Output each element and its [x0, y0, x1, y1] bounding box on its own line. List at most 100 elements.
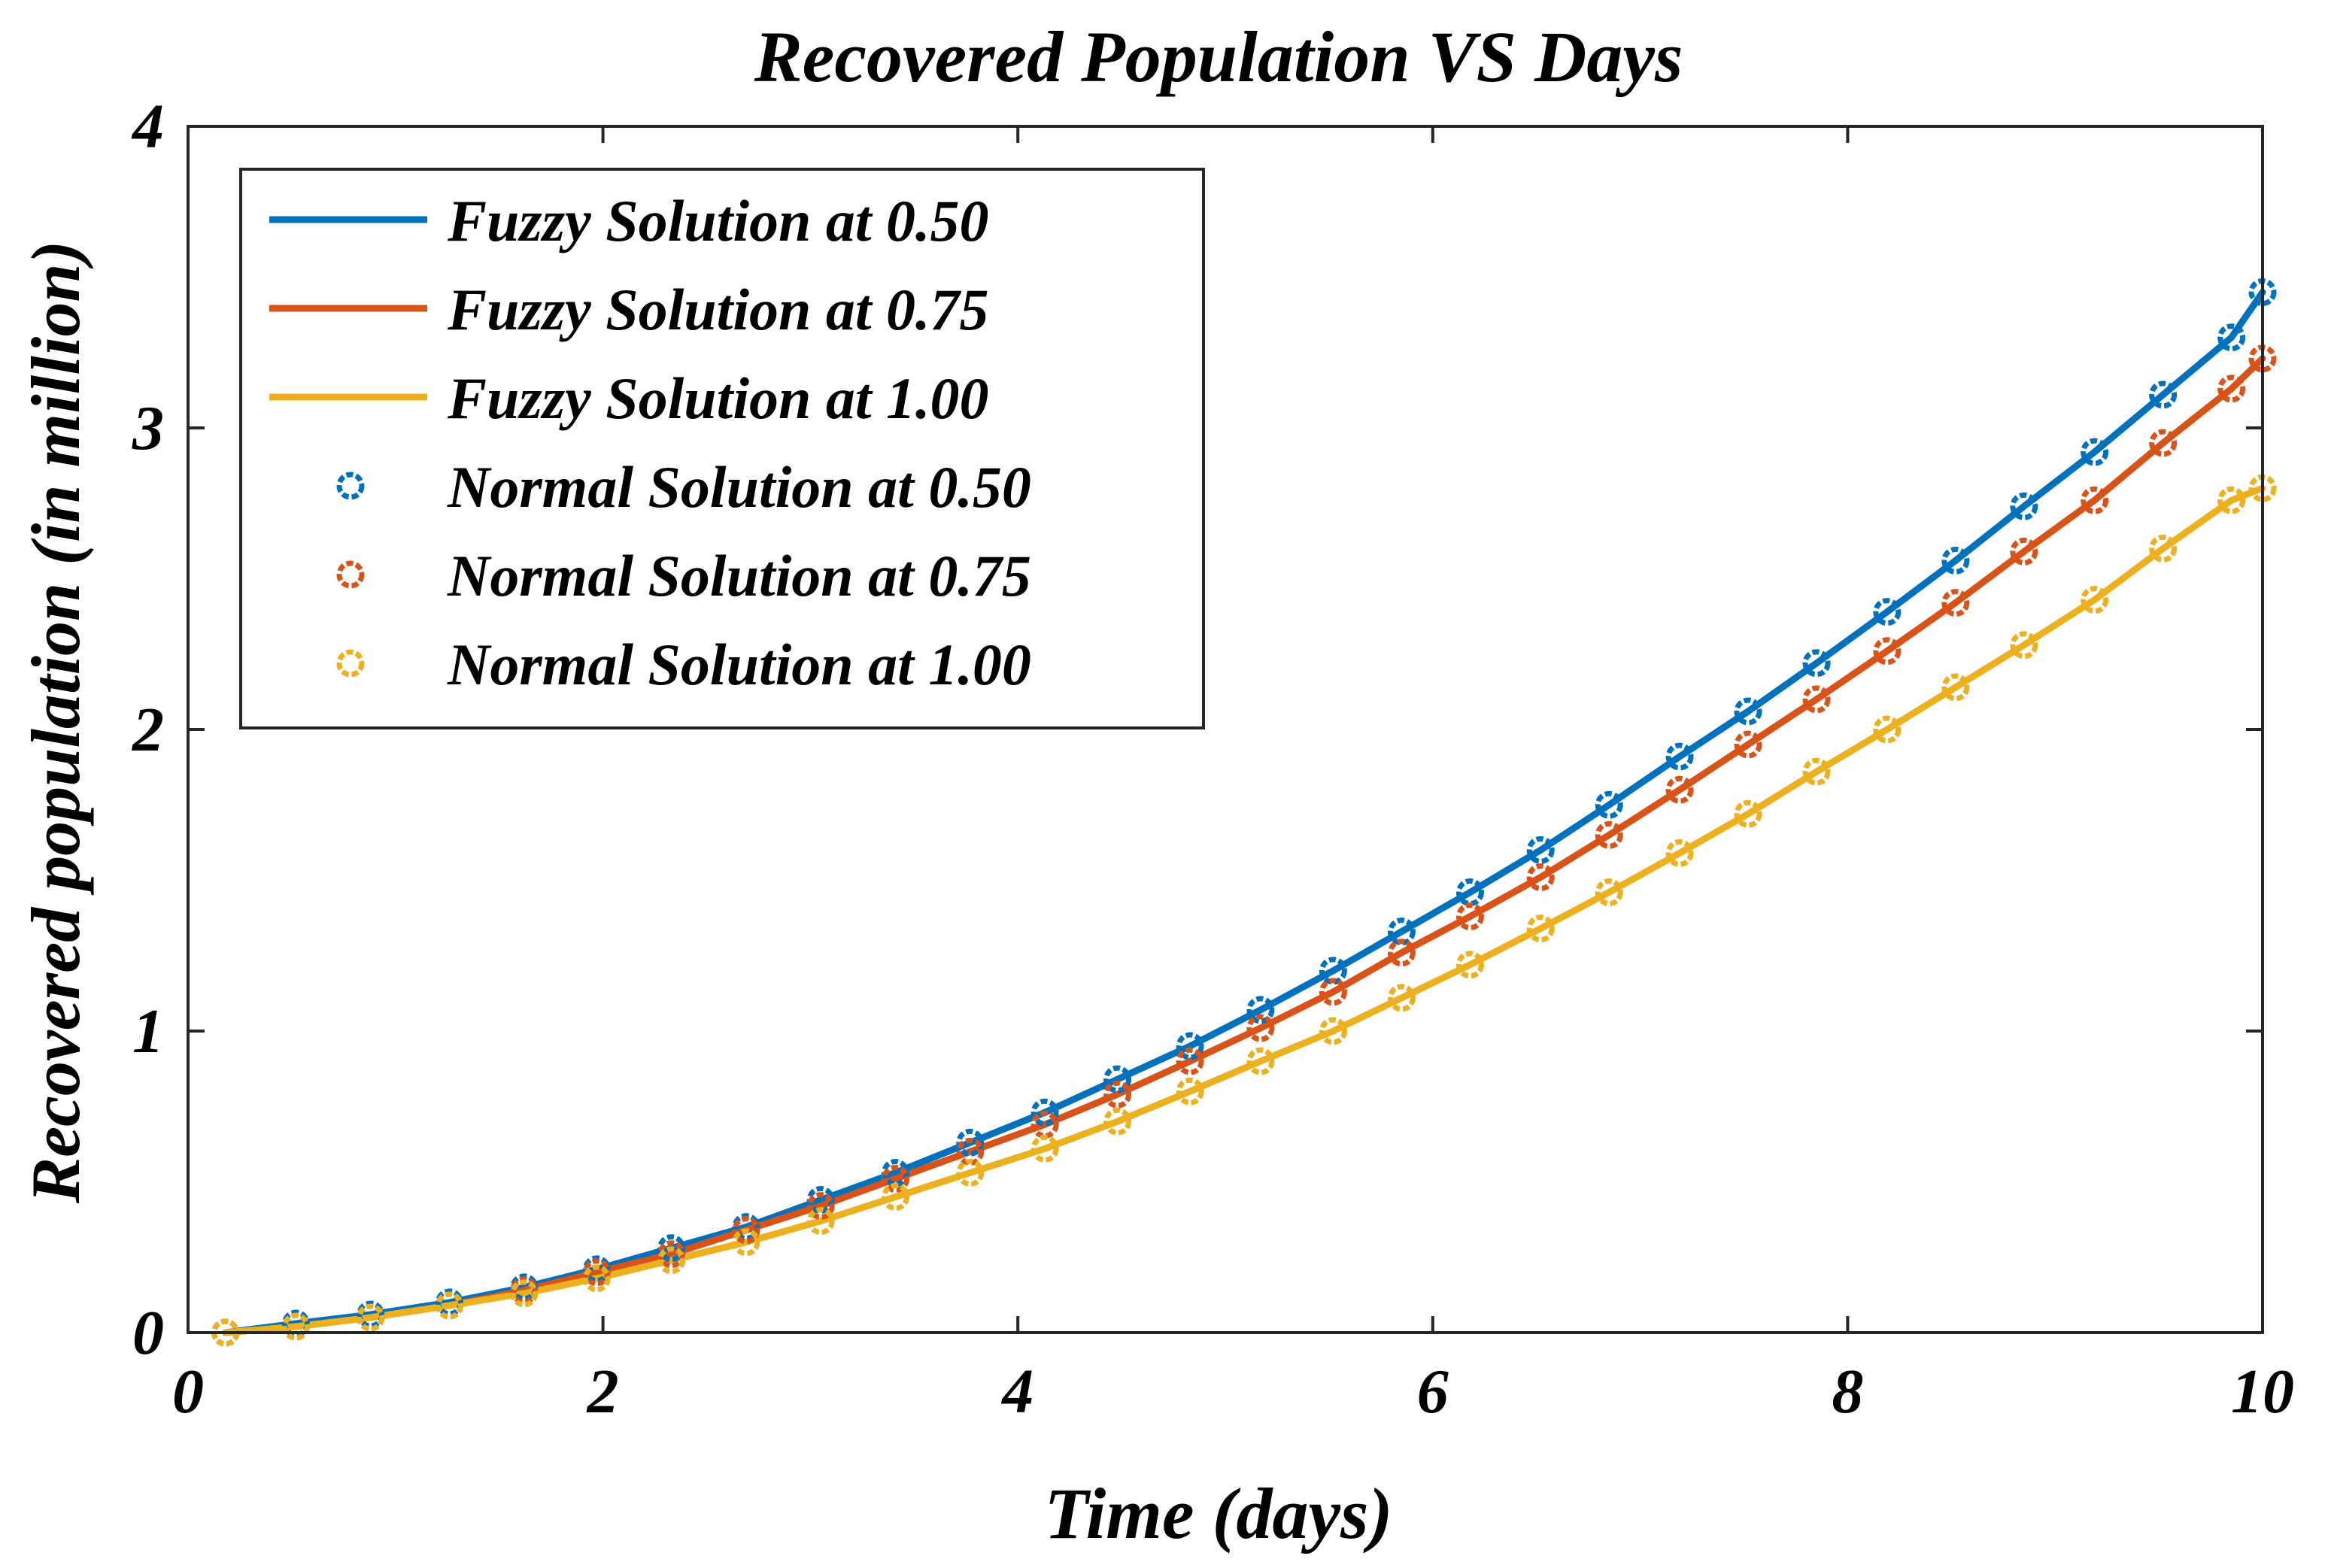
data-point: [2217, 375, 2246, 403]
data-point: [1595, 878, 1623, 907]
data-point: [436, 1291, 464, 1320]
legend-label: Normal Solution at 0.75: [447, 543, 1031, 608]
legend-label: Normal Solution at 1.00: [447, 632, 1031, 697]
data-point: [1734, 799, 1762, 828]
data-point: [1319, 978, 1347, 1006]
data-point: [1103, 1080, 1132, 1109]
legend-swatch-marker: [336, 649, 365, 678]
y-tick-label: 1: [132, 996, 164, 1066]
y-tick-label: 0: [132, 1298, 164, 1368]
chart-title: Recovered Population VS Days: [754, 17, 1683, 97]
legend-label: Fuzzy Solution at 0.75: [447, 277, 989, 342]
data-point: [1665, 839, 1694, 867]
data-point: [881, 1183, 909, 1212]
data-point: [1734, 697, 1762, 726]
data-point: [2081, 586, 2109, 614]
data-point: [510, 1276, 539, 1305]
legend-swatch-marker: [336, 472, 365, 500]
legend-item: Fuzzy Solution at 1.00: [269, 365, 989, 431]
data-point: [1665, 775, 1694, 804]
data-point: [357, 1300, 385, 1329]
data-point: [1030, 1110, 1059, 1139]
data-point: [281, 1309, 310, 1338]
data-point: [1802, 757, 1831, 786]
legend-box: [239, 168, 1205, 729]
data-point: [732, 1228, 760, 1257]
data-point: [2010, 537, 2038, 566]
legend: Fuzzy Solution at 0.50 Fuzzy Solution at …: [239, 168, 1205, 729]
data-point: [1246, 1014, 1275, 1042]
data-point: [1176, 1032, 1204, 1060]
data-point: [1319, 957, 1347, 985]
data-point: [956, 1158, 985, 1187]
legend-label: Fuzzy Solution at 1.00: [447, 365, 989, 431]
x-tick-label: 8: [1832, 1357, 1863, 1427]
data-point: [1595, 790, 1623, 819]
data-point: [1455, 878, 1484, 907]
legend-item: Normal Solution at 1.00: [336, 632, 1031, 697]
x-tick-label: 10: [2231, 1357, 2294, 1427]
data-point: [1526, 836, 1555, 864]
x-tick-label: 0: [172, 1357, 204, 1427]
data-point: [1595, 820, 1623, 849]
x-tick-label: 6: [1417, 1357, 1449, 1427]
series-layer: [211, 278, 2277, 1347]
data-point: [1103, 1065, 1132, 1093]
axis-ticks: 0 2 4 6 8 10 0 1 2 3 4: [131, 92, 2294, 1427]
data-point: [806, 1192, 835, 1221]
legend-item: Normal Solution at 0.75: [336, 543, 1031, 608]
data-point: [657, 1246, 686, 1275]
data-point: [2149, 381, 2178, 409]
data-point: [1734, 730, 1762, 759]
data-point: [510, 1279, 539, 1308]
data-point: [2081, 486, 2109, 514]
data-point: [1665, 742, 1694, 771]
data-point: [1246, 1047, 1275, 1075]
data-point: [1319, 1017, 1347, 1045]
data-point: [1941, 673, 1970, 702]
x-axis-label: Time (days): [1045, 1473, 1393, 1554]
legend-swatch-marker: [336, 560, 365, 589]
data-point: [1526, 863, 1555, 891]
data-point: [2217, 486, 2246, 514]
legend-label: Normal Solution at 0.50: [447, 454, 1031, 520]
data-point: [582, 1264, 611, 1293]
data-point: [2217, 323, 2246, 352]
data-point: [2081, 438, 2109, 466]
x-tick-label: 4: [1000, 1357, 1034, 1427]
y-tick-label: 4: [131, 92, 164, 162]
data-point: [436, 1288, 464, 1317]
data-point: [1455, 902, 1484, 931]
data-point: [806, 1207, 835, 1236]
data-point: [1387, 939, 1416, 967]
plot-frame: [187, 125, 2264, 1334]
data-point: [1802, 685, 1831, 714]
data-point: [1873, 637, 1902, 666]
legend-label: Fuzzy Solution at 0.50: [447, 188, 989, 253]
data-point: [2149, 429, 2178, 457]
y-tick-label: 2: [131, 695, 164, 765]
data-point: [1802, 649, 1831, 678]
data-point: [1176, 1077, 1204, 1105]
data-point: [1176, 1047, 1204, 1075]
data-point: [1387, 917, 1416, 946]
y-tick-label: 3: [132, 393, 164, 463]
y-axis-label: Recovered population (in million): [17, 241, 94, 1204]
series-normal-solution-at-1-00: [211, 474, 2277, 1347]
data-point: [881, 1164, 909, 1193]
data-point: [357, 1303, 385, 1332]
legend-item: Fuzzy Solution at 0.50: [269, 188, 989, 253]
data-point: [2010, 631, 2038, 660]
data-point: [281, 1312, 310, 1341]
data-point: [1103, 1107, 1132, 1136]
data-point: [1030, 1134, 1059, 1163]
data-point: [1387, 984, 1416, 1012]
data-point: [1526, 914, 1555, 943]
data-point: [956, 1137, 985, 1166]
data-point: [1246, 996, 1275, 1024]
data-point: [956, 1128, 985, 1157]
data-point: [1030, 1098, 1059, 1127]
data-point: [1873, 598, 1902, 626]
data-point: [1941, 546, 1970, 575]
